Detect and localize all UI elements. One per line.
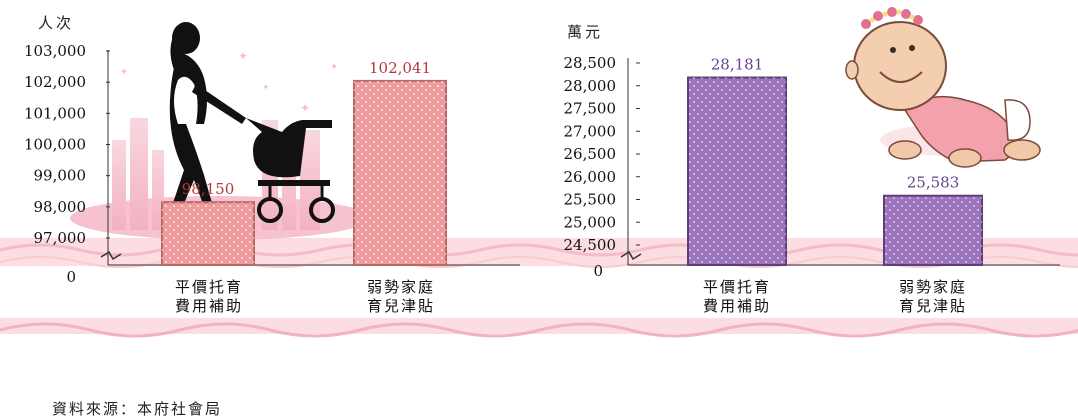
category-label: 弱勢家庭	[367, 278, 435, 296]
y-tick-label: 26,000	[564, 168, 617, 186]
y-tick-label: 25,000	[564, 213, 617, 231]
y-tick-label: 98,000	[34, 198, 87, 216]
source-note: 資料來源：本府社會局	[52, 400, 223, 418]
mother-stroller-silhouette-icon	[169, 22, 335, 223]
bar-dot-pattern	[688, 77, 786, 266]
decorative-band-lower	[0, 318, 1078, 338]
bar-dot-pattern	[354, 80, 446, 266]
y-tick-label: 102,000	[24, 73, 86, 91]
data-label: 28,181	[711, 56, 764, 74]
y-axis-title: 萬元	[567, 23, 603, 41]
y-tick-label: 24,500	[564, 236, 617, 254]
y-tick-zero: 0	[66, 268, 76, 286]
bar-dot-pattern	[162, 202, 254, 265]
y-tick-zero: 0	[593, 262, 603, 280]
y-tick-label: 99,000	[34, 167, 87, 185]
y-tick-label: 100,000	[24, 136, 86, 154]
y-tick-labels: 103,000 102,000 101,000 100,000 99,000 98,000…	[24, 42, 110, 247]
axis-break-icon	[100, 250, 122, 261]
crawling-baby-icon	[845, 7, 1041, 168]
y-tick-label: 26,500	[564, 145, 617, 163]
bar-dot-pattern	[884, 195, 982, 265]
y-tick-label: 25,500	[564, 191, 617, 209]
y-tick-labels: 28,500 28,000 27,500 27,000 26,500 26,000 25,5…	[564, 54, 640, 254]
y-tick-label: 97,000	[34, 229, 87, 247]
chart-right: 萬元 28,50028,00027,50027,00026,50026,0002…	[564, 23, 1060, 315]
y-tick-label: 27,500	[564, 100, 617, 118]
svg-text:✦: ✦	[120, 67, 128, 78]
category-label: 育兒津貼	[899, 297, 967, 315]
y-axis-title: 人次	[38, 14, 74, 32]
category-label: 費用補助	[175, 297, 243, 315]
svg-text:✦: ✦	[262, 83, 270, 93]
category-label: 平價托育	[175, 278, 243, 296]
y-tick-label: 103,000	[24, 42, 86, 60]
category-label: 弱勢家庭	[899, 278, 967, 296]
category-label: 平價托育	[703, 278, 771, 296]
data-label: 25,583	[907, 174, 960, 192]
svg-text:✦: ✦	[330, 62, 338, 73]
y-tick-label: 101,000	[24, 104, 86, 122]
y-tick-label: 28,000	[564, 77, 617, 95]
svg-text:✦: ✦	[300, 101, 310, 115]
category-label: 費用補助	[703, 297, 771, 315]
chart-left: 人次 103,000 102,000 101,000 100,000 99,000 98,…	[24, 14, 520, 315]
bars: 28,181 25,583	[687, 56, 983, 267]
data-label: 102,041	[369, 59, 431, 77]
y-tick-label: 28,500	[564, 54, 617, 72]
y-tick-label: 27,000	[564, 122, 617, 140]
axis-break-icon	[620, 250, 642, 261]
svg-text:✦: ✦	[238, 49, 248, 63]
category-label: 育兒津貼	[367, 297, 435, 315]
bars: 98,150 102,041	[161, 59, 447, 267]
data-label: 98,150	[182, 180, 235, 198]
